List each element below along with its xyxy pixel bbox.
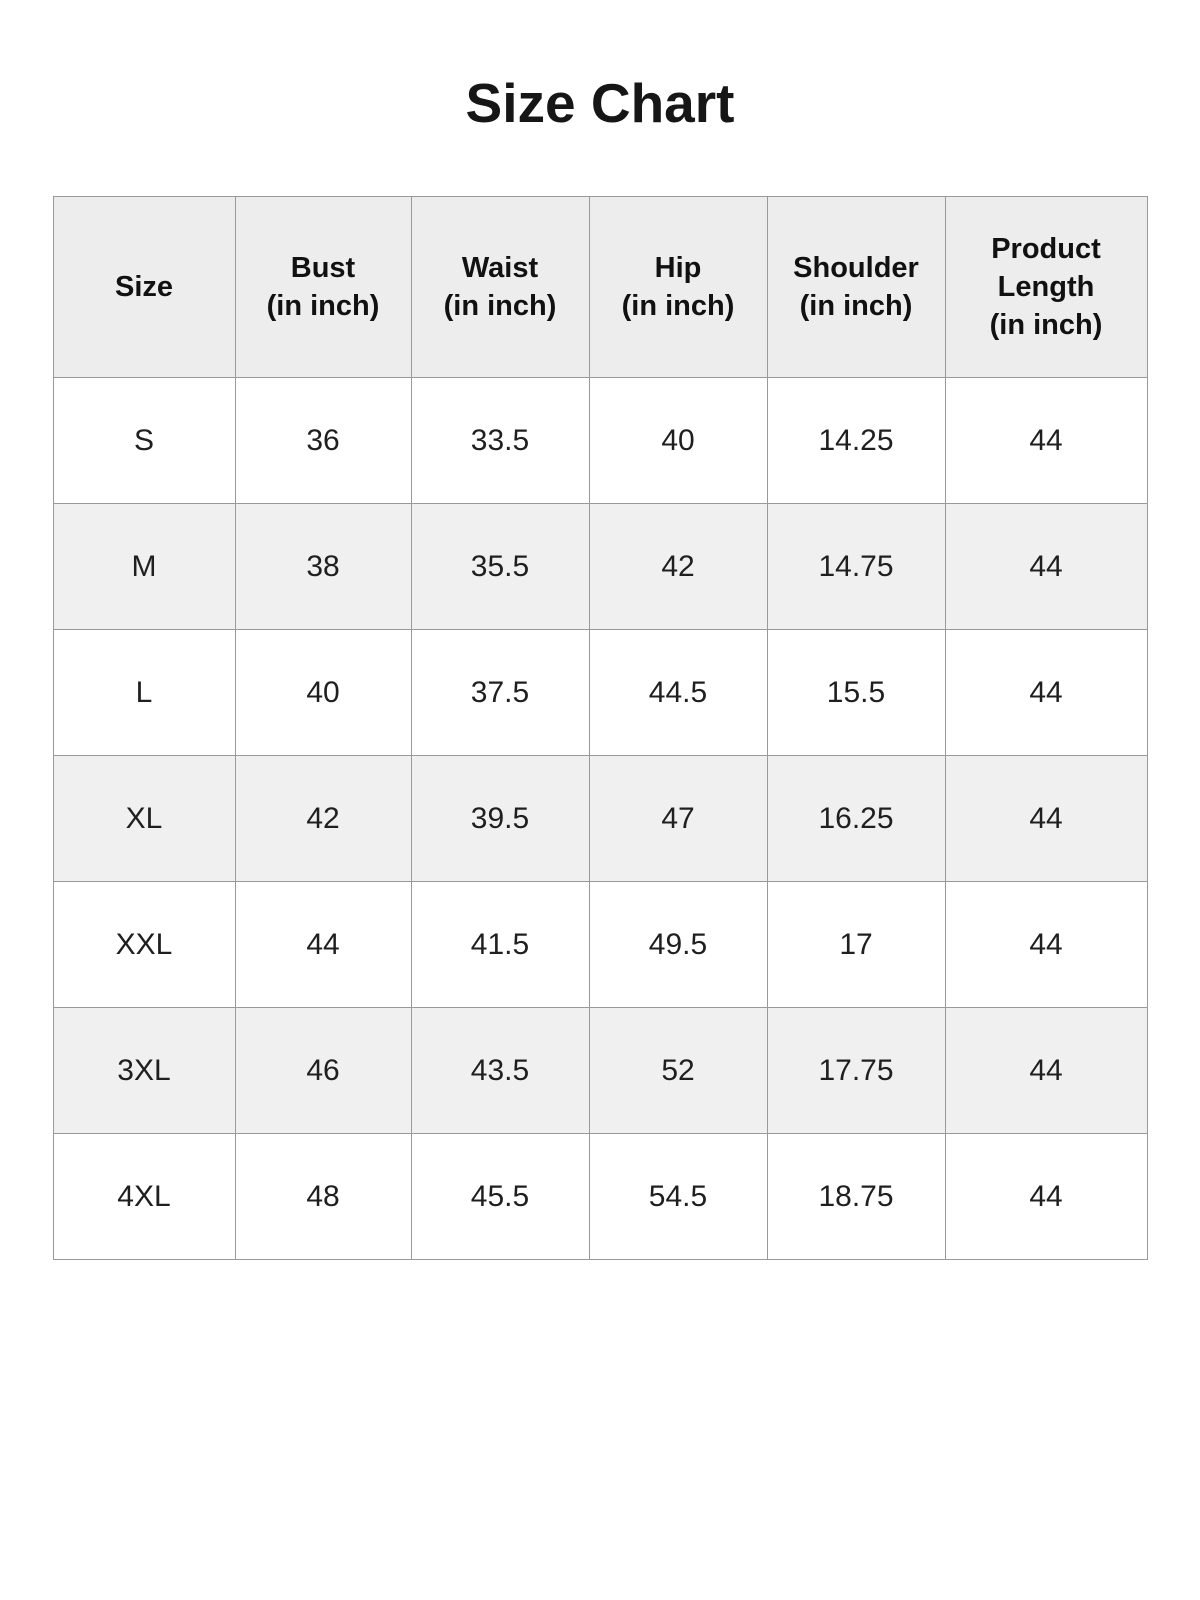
- product-length-cell: 44: [944, 629, 1148, 756]
- size-cell: 3XL: [52, 1007, 236, 1134]
- size-cell: L: [52, 629, 236, 756]
- size-chart-table: Size Bust (in inch) Waist (in inch) Hip …: [52, 196, 1148, 1260]
- shoulder-cell: 18.75: [766, 1133, 946, 1260]
- table-row-l: L 40 37.5 44.5 15.5 44: [52, 629, 1148, 756]
- product-length-cell: 44: [944, 377, 1148, 504]
- hip-cell: 54.5: [588, 1133, 768, 1260]
- waist-cell: 37.5: [410, 629, 590, 756]
- size-cell: XXL: [52, 881, 236, 1008]
- bust-cell: 36: [234, 377, 412, 504]
- table-row-3xl: 3XL 46 43.5 52 17.75 44: [52, 1007, 1148, 1134]
- bust-cell: 48: [234, 1133, 412, 1260]
- header-row: Size Bust (in inch) Waist (in inch) Hip …: [52, 196, 1148, 378]
- shoulder-cell: 15.5: [766, 629, 946, 756]
- page-title: Size Chart: [465, 72, 735, 134]
- shoulder-cell: 16.25: [766, 755, 946, 882]
- col-header-product-length: Product Length (in inch): [944, 196, 1148, 378]
- table-row-xxl: XXL 44 41.5 49.5 17 44: [52, 881, 1148, 1008]
- table-row-s: S 36 33.5 40 14.25 44: [52, 377, 1148, 504]
- col-header-hip: Hip (in inch): [588, 196, 768, 378]
- product-length-cell: 44: [944, 503, 1148, 630]
- col-header-bust: Bust (in inch): [234, 196, 412, 378]
- hip-cell: 47: [588, 755, 768, 882]
- shoulder-cell: 17: [766, 881, 946, 1008]
- table-row-m: M 38 35.5 42 14.75 44: [52, 503, 1148, 630]
- size-cell: S: [52, 377, 236, 504]
- waist-cell: 45.5: [410, 1133, 590, 1260]
- waist-cell: 35.5: [410, 503, 590, 630]
- bust-cell: 44: [234, 881, 412, 1008]
- size-cell: 4XL: [52, 1133, 236, 1260]
- shoulder-cell: 14.75: [766, 503, 946, 630]
- bust-cell: 46: [234, 1007, 412, 1134]
- hip-cell: 42: [588, 503, 768, 630]
- bust-cell: 38: [234, 503, 412, 630]
- col-header-waist: Waist (in inch): [410, 196, 590, 378]
- product-length-cell: 44: [944, 1007, 1148, 1134]
- table-row-4xl: 4XL 48 45.5 54.5 18.75 44: [52, 1133, 1148, 1260]
- waist-cell: 43.5: [410, 1007, 590, 1134]
- product-length-cell: 44: [944, 755, 1148, 882]
- col-header-shoulder: Shoulder (in inch): [766, 196, 946, 378]
- waist-cell: 39.5: [410, 755, 590, 882]
- shoulder-cell: 17.75: [766, 1007, 946, 1134]
- waist-cell: 33.5: [410, 377, 590, 504]
- hip-cell: 52: [588, 1007, 768, 1134]
- shoulder-cell: 14.25: [766, 377, 946, 504]
- bust-cell: 42: [234, 755, 412, 882]
- hip-cell: 44.5: [588, 629, 768, 756]
- product-length-cell: 44: [944, 1133, 1148, 1260]
- size-cell: M: [52, 503, 236, 630]
- product-length-cell: 44: [944, 881, 1148, 1008]
- hip-cell: 49.5: [588, 881, 768, 1008]
- waist-cell: 41.5: [410, 881, 590, 1008]
- size-cell: XL: [52, 755, 236, 882]
- col-header-size: Size: [52, 196, 236, 378]
- table-row-xl: XL 42 39.5 47 16.25 44: [52, 755, 1148, 882]
- hip-cell: 40: [588, 377, 768, 504]
- bust-cell: 40: [234, 629, 412, 756]
